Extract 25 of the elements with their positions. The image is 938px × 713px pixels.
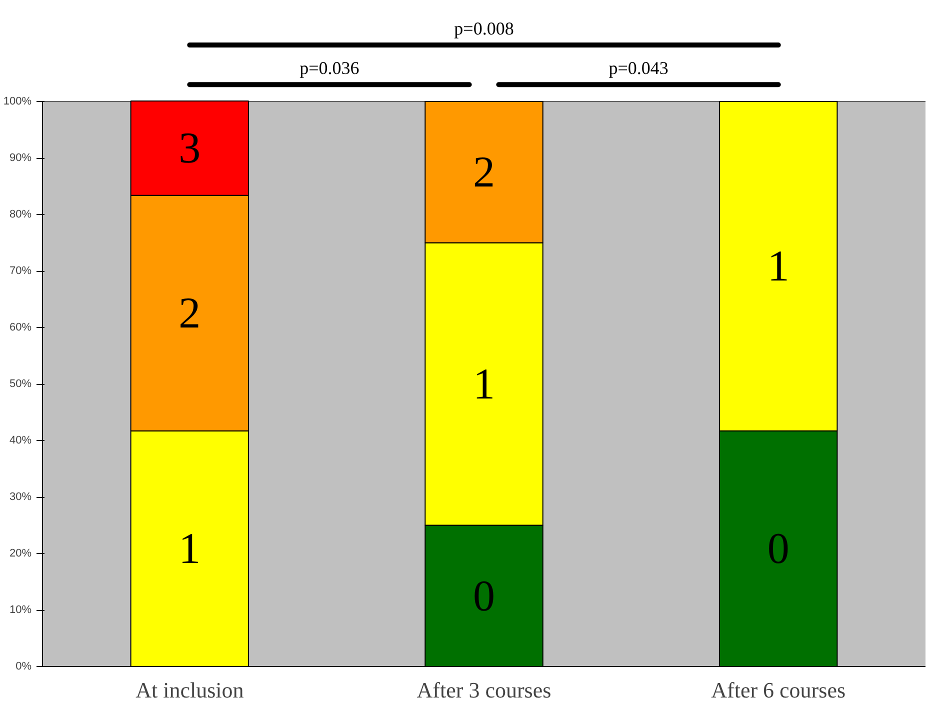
text: 2 <box>178 288 201 338</box>
x-tick-label: After 3 courses <box>416 678 552 702</box>
y-tick-label: 20% <box>9 548 32 560</box>
y-tick-label: 50% <box>9 378 32 390</box>
x-tick-label: After 6 courses <box>711 678 846 702</box>
y-tick-label: 40% <box>9 434 32 447</box>
y-tick-label: 80% <box>9 208 32 221</box>
text: p=0.008 <box>454 18 514 38</box>
y-tick-label: 10% <box>9 604 32 616</box>
text: 1 <box>767 242 790 291</box>
text: 1 <box>473 360 495 409</box>
text: p=0.043 <box>608 58 668 78</box>
text: p=0.036 <box>300 58 360 78</box>
y-tick-label: 0% <box>16 660 32 672</box>
text: 0 <box>767 524 790 574</box>
series-label: 2 <box>473 148 495 197</box>
series-label: 1 <box>178 524 201 574</box>
y-tick-label: 70% <box>9 265 32 278</box>
x-tick-label: At inclusion <box>136 678 244 702</box>
y-tick-label: 60% <box>9 322 32 334</box>
y-tick-label: 90% <box>9 152 32 164</box>
y-tick-label: 100% <box>3 96 32 108</box>
series-label: 3 <box>178 124 201 173</box>
y-tick-label: 30% <box>9 491 32 504</box>
series-label: 0 <box>473 571 495 620</box>
